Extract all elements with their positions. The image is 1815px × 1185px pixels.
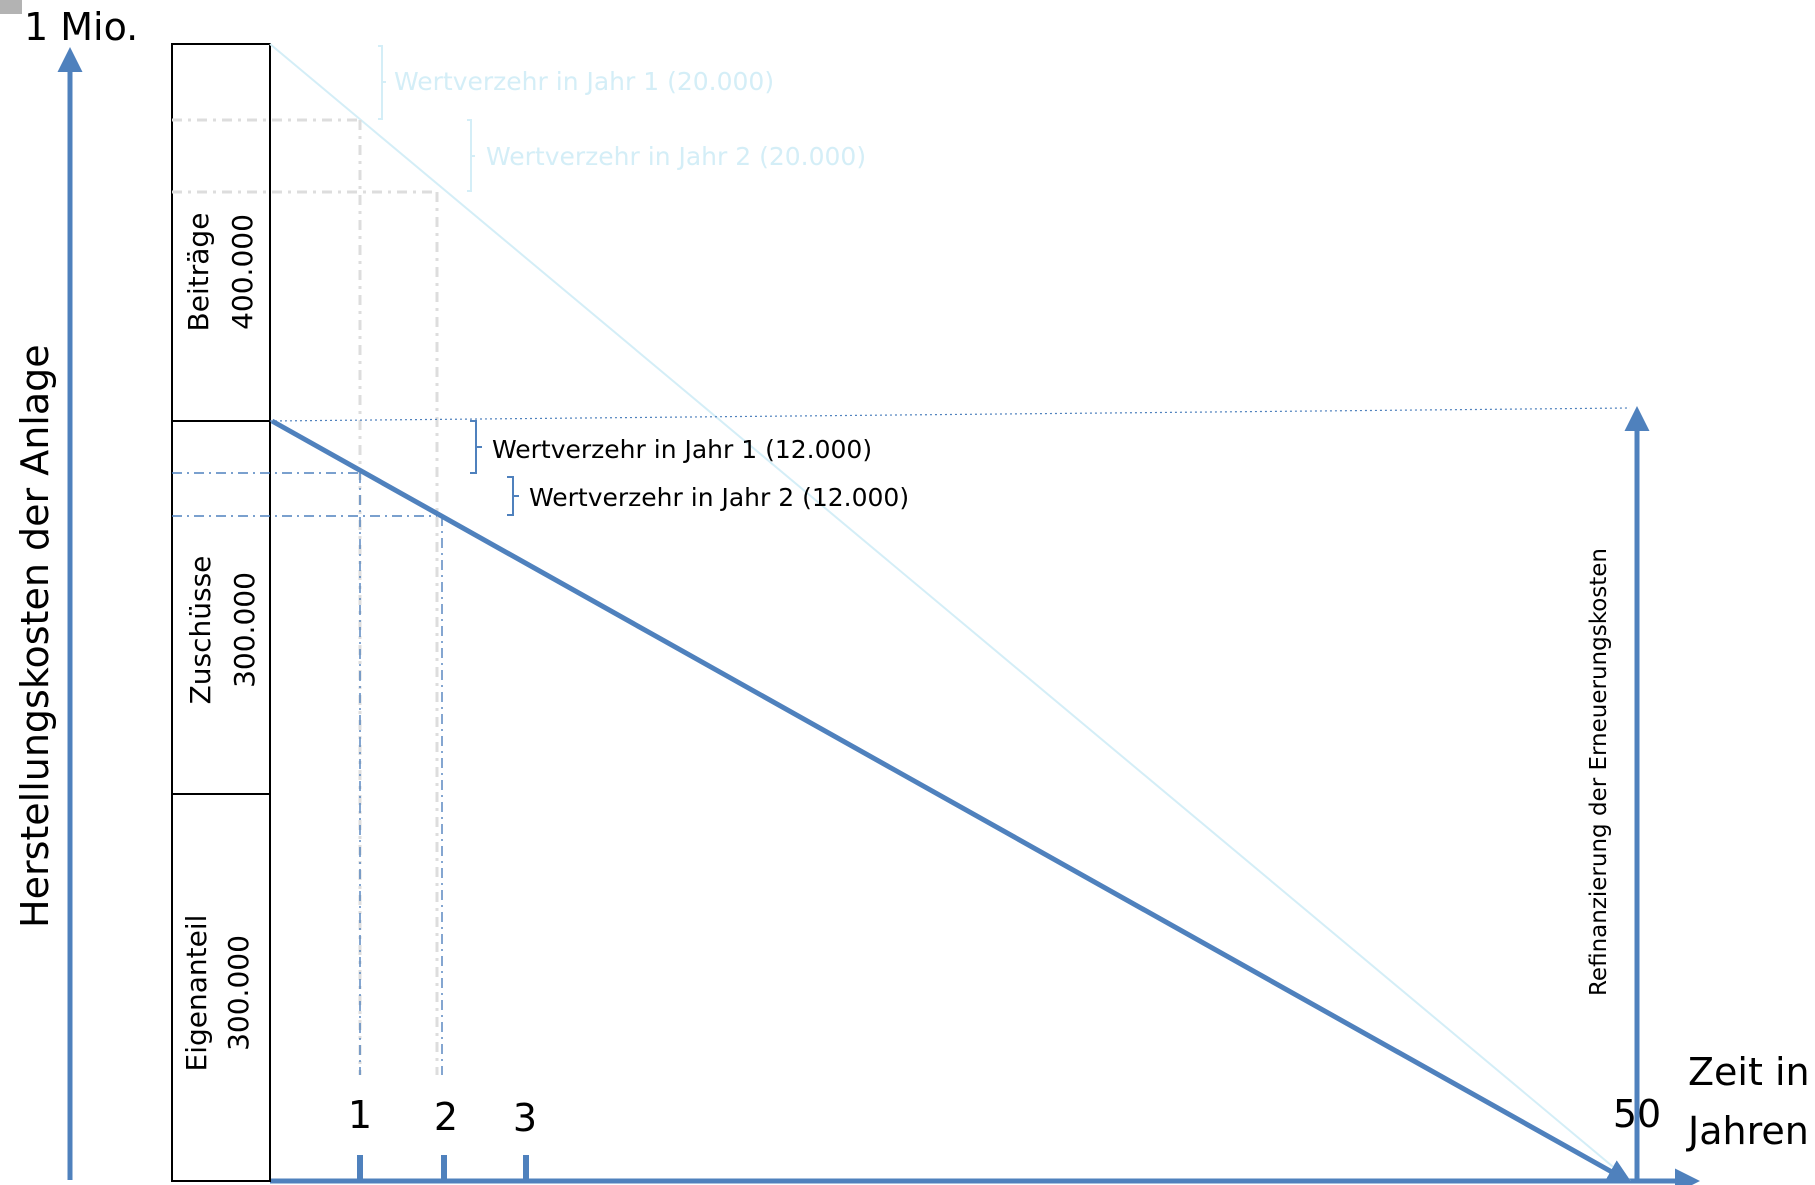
tick-label-50: 50 [1613,1092,1661,1136]
refinancing-level-line [269,407,1631,422]
faint-annotation-year2: Wertverzehr in Jahr 2 (20.000) [486,142,866,171]
segment-beitraege-value: 400.000 [226,214,259,330]
brace-year1 [470,420,482,474]
top-label: 1 Mio. [24,5,138,49]
annotation-year1: Wertverzehr in Jahr 1 (12.000) [492,435,872,464]
segment-eigenanteil-name: Eigenanteil [180,915,213,1072]
tick-label-2: 2 [434,1095,458,1139]
faint-annotation-year1: Wertverzehr in Jahr 1 (20.000) [394,67,774,96]
segment-zuschuesse-name: Zuschüsse [184,556,217,705]
brace-year2 [507,476,519,516]
segment-eigenanteil-value: 300.000 [222,935,255,1051]
faint-brace-year1 [378,45,386,120]
year-guides [172,472,443,1075]
annotation-year2: Wertverzehr in Jahr 2 (12.000) [529,483,909,512]
faint-depreciation-line [269,43,1631,1182]
tick-marks [357,1155,529,1181]
faint-brace-year2 [467,119,475,192]
faint-guides [172,118,439,1075]
x-axis-label-line2: Jahren [1686,1109,1809,1153]
corner-mark [0,0,22,14]
y-axis-label: Herstellungskosten der Anlage [13,344,57,928]
refinancing-label: Refinanzierung der Erneuerungskosten [1586,548,1612,996]
segment-zuschuesse-value: 300.000 [228,572,261,688]
segment-eigenanteil-box [171,793,271,1182]
x-axis-label-line1: Zeit in [1688,1050,1810,1094]
tick-label-1: 1 [348,1093,372,1137]
cost-stack [171,43,271,1182]
tick-label-3: 3 [513,1096,537,1140]
depreciation-line [270,418,1633,1184]
segment-beitraege-name: Beiträge [182,213,215,332]
